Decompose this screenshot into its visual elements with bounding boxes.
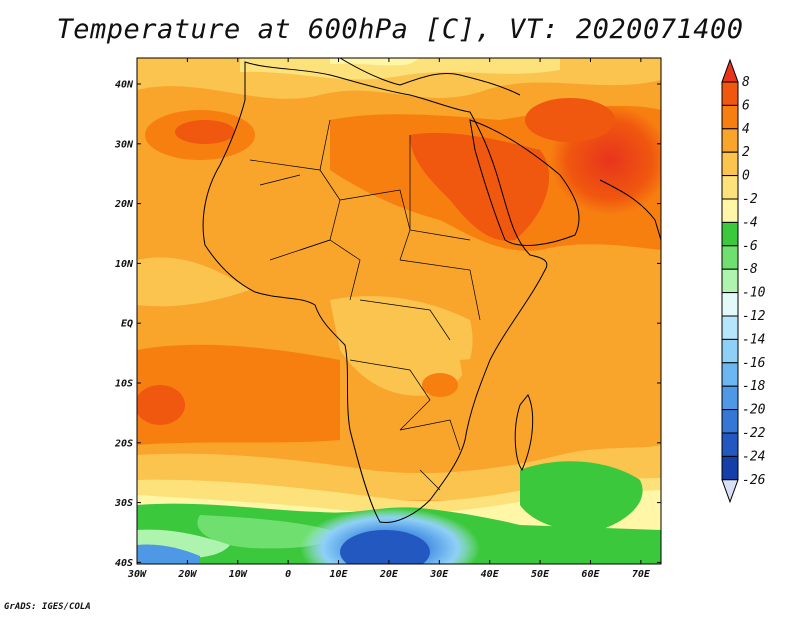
colorbar-label: -18 xyxy=(742,379,766,394)
map-frame xyxy=(136,57,662,565)
colorbar-label: -16 xyxy=(742,356,766,371)
colorbar-swatch xyxy=(721,455,739,481)
colorbar-swatch xyxy=(721,175,739,200)
colorbar-label: -14 xyxy=(742,332,765,347)
coastlines xyxy=(202,58,661,524)
longitude-axis: 30W 20W 10W 0 10E 20E 30E 40E 50E 60E 70E xyxy=(127,58,651,580)
colorbar-label: -22 xyxy=(742,426,766,441)
india-coast xyxy=(599,179,661,241)
colorbar-label: -26 xyxy=(742,473,766,488)
colorbar-label: 6 xyxy=(742,98,750,113)
colorbar-label: 2 xyxy=(742,145,750,160)
colorbar-swatch xyxy=(721,385,739,411)
colorbar-swatch xyxy=(721,409,739,434)
colorbar-label: -10 xyxy=(742,286,766,301)
colorbar-label: 4 xyxy=(742,122,750,137)
lon-tick-label: 10E xyxy=(330,569,349,580)
country-borders xyxy=(249,119,481,491)
lon-tick-label: 30E xyxy=(429,569,449,580)
lat-tick-label: 20N xyxy=(114,199,134,210)
lat-tick-label: 30S xyxy=(114,498,133,509)
colorbar-swatch xyxy=(721,198,739,223)
grads-credit: GrADS: IGES/COLA xyxy=(4,602,91,612)
page-title: Temperature at 600hPa [C], VT: 202007140… xyxy=(56,14,744,45)
europe-coast xyxy=(339,58,521,96)
colorbar-label: -6 xyxy=(742,239,758,254)
colorbar-label: 0 xyxy=(742,169,750,184)
colorbar-swatch xyxy=(721,315,739,340)
colorbar-swatch xyxy=(721,221,739,247)
lon-tick-label: 60E xyxy=(581,569,600,580)
lon-tick-label: 10W xyxy=(229,569,248,580)
colorbar-label: 8 xyxy=(742,75,750,90)
colorbar-bottom-arrow xyxy=(721,479,739,504)
lat-tick-label: EQ xyxy=(121,319,133,330)
temperature-field xyxy=(137,58,661,564)
colorbar-label: -24 xyxy=(742,449,765,464)
colorbar: 8 6 4 2 0 -2 -4 -6 -8 -10 -12 -14 -16 -18 -20 -22 -24 -26 xyxy=(721,58,766,504)
colorbar-swatch xyxy=(721,268,739,294)
colorbar-label: -20 xyxy=(742,403,766,418)
latitude-axis: 40N 30N 20N 10N EQ 10S 20S 30S 40S xyxy=(114,80,661,569)
colorbar-swatch xyxy=(721,81,739,106)
colorbar-label: -4 xyxy=(742,215,758,230)
colorbar-top-arrow xyxy=(721,58,739,83)
colorbar-swatch xyxy=(721,151,739,177)
colorbar-swatch xyxy=(721,128,739,153)
colorbar-swatch xyxy=(721,432,739,457)
madagascar xyxy=(514,394,534,472)
colorbar-swatch xyxy=(721,338,739,364)
lon-tick-label: 0 xyxy=(285,569,291,580)
arabian-peninsula xyxy=(469,119,580,246)
lon-tick-label: 30W xyxy=(127,569,147,580)
lat-tick-label: 10N xyxy=(115,259,134,270)
lon-tick-label: 20E xyxy=(379,569,399,580)
lat-tick-label: 40S xyxy=(115,558,133,569)
lat-tick-label: 40N xyxy=(115,80,134,91)
lat-tick-label: 20S xyxy=(114,438,133,449)
lat-tick-label: 30N xyxy=(114,139,134,150)
colorbar-swatch xyxy=(721,362,739,387)
africa-coastline xyxy=(202,61,548,524)
colorbar-swatch xyxy=(721,104,739,130)
colorbar-label: -8 xyxy=(742,262,758,277)
lon-tick-label: 40E xyxy=(481,569,500,580)
colorbar-label: -12 xyxy=(742,309,766,324)
lon-tick-label: 50E xyxy=(531,569,550,580)
lon-tick-label: 20W xyxy=(177,569,197,580)
colorbar-swatch xyxy=(721,245,739,270)
lat-tick-label: 10S xyxy=(115,379,133,390)
colorbar-label: -2 xyxy=(742,192,758,207)
colorbar-swatch xyxy=(721,292,739,317)
lon-tick-label: 70E xyxy=(632,569,651,580)
